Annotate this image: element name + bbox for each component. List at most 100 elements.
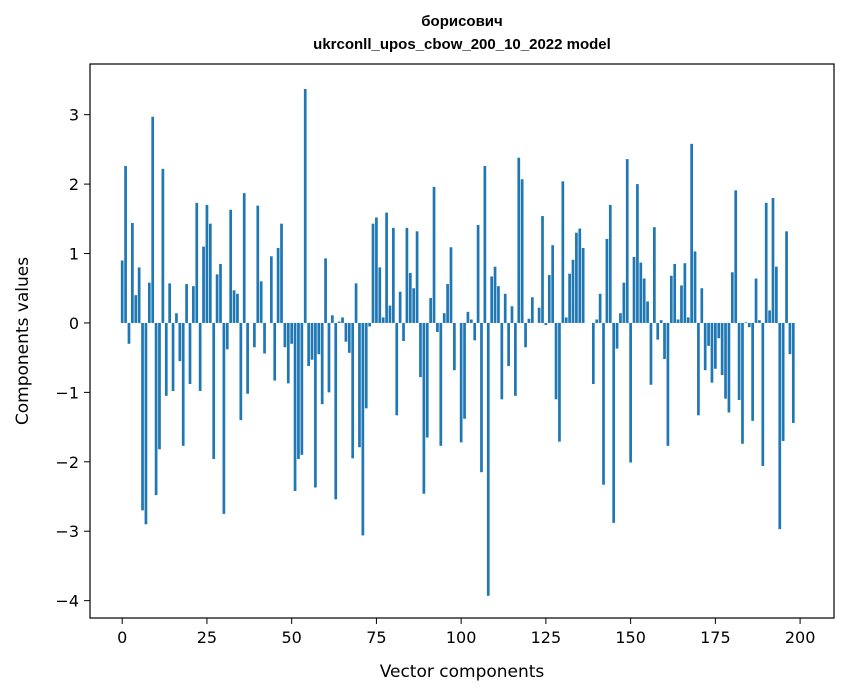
bar xyxy=(605,238,609,323)
bar xyxy=(690,143,693,323)
bar xyxy=(636,184,639,323)
bar xyxy=(134,295,138,323)
bar xyxy=(449,247,453,323)
bar xyxy=(473,322,477,341)
bar xyxy=(595,319,599,323)
bar xyxy=(215,274,219,323)
bar xyxy=(466,311,470,323)
bar xyxy=(720,322,724,376)
bar xyxy=(737,322,741,401)
bar xyxy=(510,306,514,323)
bar xyxy=(381,317,385,323)
bar xyxy=(669,275,673,323)
bar xyxy=(514,322,517,396)
bar xyxy=(744,322,748,323)
bar xyxy=(412,288,416,323)
bar xyxy=(293,322,297,491)
bar xyxy=(124,166,127,323)
bar xyxy=(642,278,646,323)
plot-frame xyxy=(89,63,835,619)
bar xyxy=(714,322,717,369)
bar xyxy=(351,322,355,459)
x-tick-label: 25 xyxy=(197,628,217,647)
bar xyxy=(608,204,612,323)
bar xyxy=(558,322,561,442)
bar xyxy=(320,322,324,405)
y-tick-label: 0 xyxy=(69,314,79,333)
bar xyxy=(656,322,660,340)
bar xyxy=(591,322,595,385)
bar xyxy=(771,197,775,323)
bar xyxy=(490,276,494,323)
bar xyxy=(375,217,378,323)
bar xyxy=(334,322,338,500)
bar xyxy=(581,247,585,323)
bar xyxy=(290,322,294,344)
bar xyxy=(175,313,178,323)
bar xyxy=(242,193,246,323)
bar xyxy=(327,322,331,393)
x-tick-label: 50 xyxy=(281,628,301,647)
bar xyxy=(131,222,134,323)
bar xyxy=(178,322,182,362)
bar xyxy=(541,216,544,323)
x-tick-label: 125 xyxy=(531,628,562,647)
bar xyxy=(727,322,731,413)
y-tick-label: −3 xyxy=(55,522,79,541)
bar xyxy=(571,259,575,323)
bar xyxy=(680,285,683,323)
bar xyxy=(317,322,321,355)
bar xyxy=(486,322,490,596)
bar xyxy=(666,322,670,446)
bar xyxy=(364,322,368,409)
bar xyxy=(144,322,148,525)
bar xyxy=(453,322,456,371)
bar xyxy=(232,290,236,323)
bar xyxy=(415,231,419,323)
bar xyxy=(341,317,344,323)
bar xyxy=(625,159,629,323)
bar xyxy=(622,282,626,323)
bar xyxy=(436,322,439,332)
bar xyxy=(781,322,785,441)
bar xyxy=(246,322,249,394)
bar xyxy=(646,301,649,323)
bar xyxy=(422,322,426,494)
bar xyxy=(686,317,690,323)
bar xyxy=(503,293,507,323)
bar xyxy=(171,322,175,391)
bar xyxy=(554,322,558,400)
bar xyxy=(286,322,290,384)
bar xyxy=(676,319,680,323)
bar xyxy=(198,322,202,391)
bar xyxy=(459,322,463,443)
bar xyxy=(575,232,578,323)
bar xyxy=(483,166,487,323)
y-tick-label: −1 xyxy=(55,383,79,402)
bar xyxy=(507,322,510,366)
bar xyxy=(791,322,795,423)
bar xyxy=(619,313,622,323)
bar xyxy=(551,245,555,323)
bar xyxy=(497,286,500,323)
bar xyxy=(568,273,571,323)
bar xyxy=(524,322,527,348)
bar xyxy=(500,322,504,400)
bar xyxy=(392,227,395,323)
bar xyxy=(717,322,721,339)
bar xyxy=(195,202,199,323)
bar xyxy=(432,186,436,323)
bar xyxy=(602,322,605,485)
bar xyxy=(761,322,765,466)
bar xyxy=(629,322,632,463)
bar xyxy=(208,223,212,323)
bar xyxy=(185,284,188,323)
bar xyxy=(303,88,307,323)
x-tick-label: 200 xyxy=(785,628,816,647)
bar xyxy=(347,322,351,353)
bar xyxy=(378,267,382,323)
x-tick-label: 100 xyxy=(446,628,477,647)
bar xyxy=(229,209,233,323)
bar xyxy=(337,321,341,323)
